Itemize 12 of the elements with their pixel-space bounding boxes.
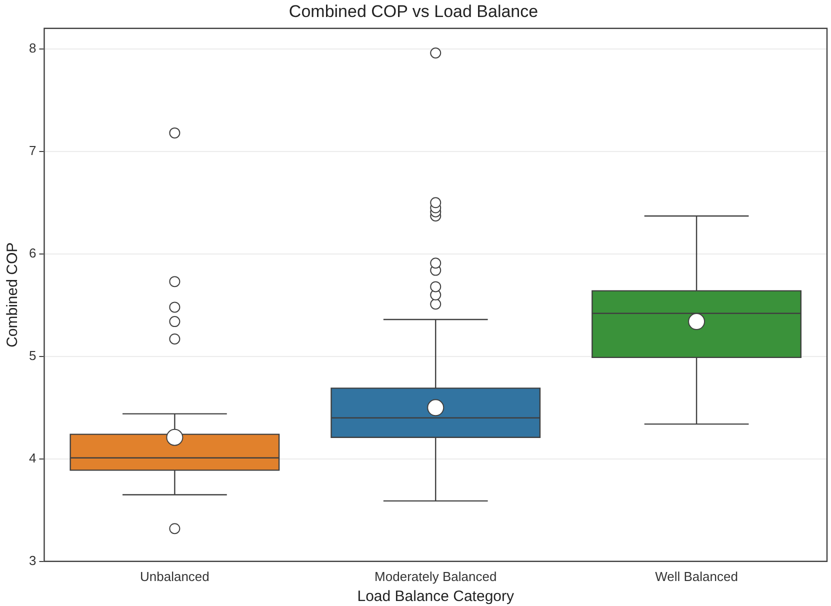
y-tick-label: 3 bbox=[28, 552, 36, 568]
y-tick-label: 7 bbox=[28, 142, 36, 158]
chart-title: Combined COP vs Load Balance bbox=[288, 2, 538, 21]
y-axis-title: Combined COP bbox=[4, 242, 22, 348]
x-tick-label: Unbalanced bbox=[140, 568, 210, 584]
y-tick-label: 5 bbox=[28, 348, 36, 363]
y-tick-label: 4 bbox=[28, 450, 36, 466]
y-tick-label: 8 bbox=[28, 40, 36, 56]
y-tick-label: 6 bbox=[28, 245, 36, 260]
x-axis-title: Load Balance Category bbox=[357, 588, 514, 606]
x-tick-label: Moderately Balanced bbox=[374, 568, 497, 584]
x-tick-label: Well Balanced bbox=[655, 568, 738, 584]
